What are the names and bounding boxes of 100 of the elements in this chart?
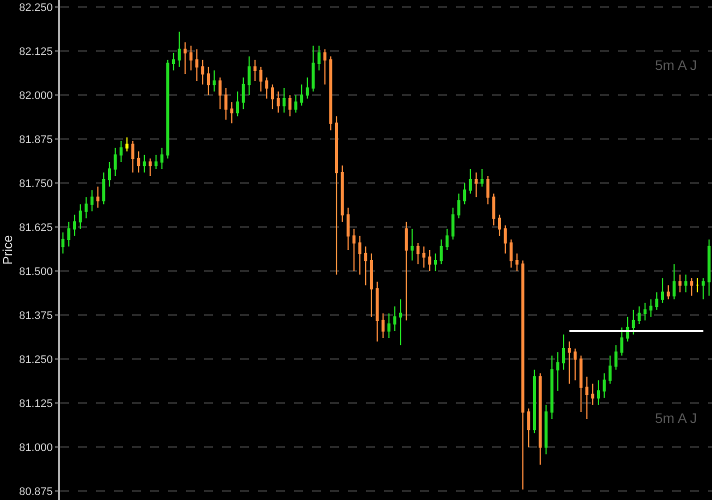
candlestick: [596, 380, 600, 406]
y-tick-label: 82.000: [19, 90, 53, 102]
candlestick: [73, 214, 76, 237]
candlestick: [538, 372, 542, 466]
candlestick: [678, 274, 682, 293]
candlestick: [376, 281, 379, 342]
candlestick: [323, 48, 326, 86]
candlestick: [498, 214, 502, 237]
candlestick: [661, 278, 664, 304]
annotation: 5m A J: [655, 410, 698, 426]
candlestick: [510, 238, 513, 268]
candlestick: [125, 136, 128, 152]
candlestick: [276, 90, 280, 114]
candlestick: [201, 59, 204, 86]
y-tick-label: 81.000: [19, 442, 53, 454]
candlestick: [160, 147, 164, 170]
candlestick: [254, 59, 257, 82]
candlestick: [265, 76, 268, 100]
candlestick: [189, 45, 192, 72]
candlestick: [562, 334, 566, 370]
candlestick: [585, 376, 588, 420]
candlestick: [532, 369, 536, 434]
candlestick: [131, 140, 134, 174]
y-tick-label: 81.375: [19, 310, 53, 322]
candlestick: [568, 340, 571, 384]
candlestick: [591, 383, 594, 406]
candlestick: [318, 45, 321, 72]
candlestick: [282, 87, 286, 114]
candlestick: [340, 164, 344, 222]
candlestick: [137, 150, 140, 174]
candlestick: [212, 70, 216, 92]
candlestick: [288, 94, 292, 117]
candlestick: [370, 252, 373, 318]
y-tick-label: 80.875: [19, 486, 53, 498]
candlestick: [61, 232, 64, 254]
candlestick: [521, 260, 524, 490]
candlestick: [114, 147, 117, 177]
candlestick: [224, 87, 228, 120]
candlestick: [387, 312, 390, 339]
candlestick: [626, 316, 630, 342]
candlestick: [620, 326, 624, 356]
candlestick: [684, 274, 688, 293]
candlestick: [556, 352, 560, 392]
candlestick: [649, 298, 652, 318]
candlestick: [602, 372, 606, 398]
candlestick: [690, 278, 694, 296]
candlestick: [166, 59, 170, 160]
candlestick: [306, 76, 309, 100]
candlestick: [142, 154, 146, 174]
candlestick: [451, 207, 454, 240]
candlestick: [404, 221, 408, 322]
y-tick-label: 81.625: [19, 222, 53, 234]
candlestick: [218, 76, 222, 110]
candlestick: [428, 249, 432, 272]
candlestick: [644, 302, 647, 322]
candlestick: [206, 66, 210, 96]
annotation: 5m A J: [655, 57, 698, 73]
candlestick: [120, 140, 123, 163]
candlestick: [463, 182, 466, 205]
candlestick: [474, 172, 478, 198]
candlestick: [410, 228, 414, 262]
y-tick-label: 82.250: [19, 2, 53, 14]
candlestick: [312, 45, 315, 92]
candlestick: [638, 306, 641, 325]
candlestick: [468, 168, 472, 194]
candlestick: [178, 31, 181, 68]
candlestick: [67, 221, 70, 248]
candlestick: [655, 292, 658, 310]
candlestick: [329, 56, 332, 131]
y-tick-label: 81.875: [19, 134, 53, 146]
candlestick: [364, 246, 368, 286]
candlestick: [335, 116, 338, 276]
candlestick: [527, 408, 530, 448]
candlestick: [416, 242, 420, 265]
candlestick: [96, 186, 100, 208]
candlestick: [434, 252, 437, 272]
candlestick: [172, 52, 176, 72]
y-tick-label: 81.750: [19, 178, 53, 190]
candlestick: [457, 193, 460, 219]
candlestick: [358, 235, 362, 276]
candlestick: [632, 309, 635, 336]
candlestick: [294, 94, 298, 114]
candlestick: [259, 66, 262, 92]
candlestick: [486, 175, 490, 205]
candlestick: [346, 207, 350, 251]
candlestick: [492, 193, 496, 226]
candlestick: [614, 344, 618, 370]
candlestick: [300, 84, 304, 106]
candlestick: [550, 355, 554, 420]
y-tick-label: 81.500: [19, 266, 53, 278]
candlestick: [672, 263, 676, 300]
candlestick: [446, 228, 449, 251]
candlestick: [108, 161, 111, 188]
y-tick-label: 82.125: [19, 46, 53, 58]
y-axis-title: Price: [0, 235, 15, 265]
candlestick: [382, 312, 385, 339]
y-tick-label: 81.125: [19, 398, 53, 410]
candlestick: [393, 306, 396, 332]
candlestick: [236, 90, 240, 117]
y-tick-label: 81.250: [19, 354, 53, 366]
